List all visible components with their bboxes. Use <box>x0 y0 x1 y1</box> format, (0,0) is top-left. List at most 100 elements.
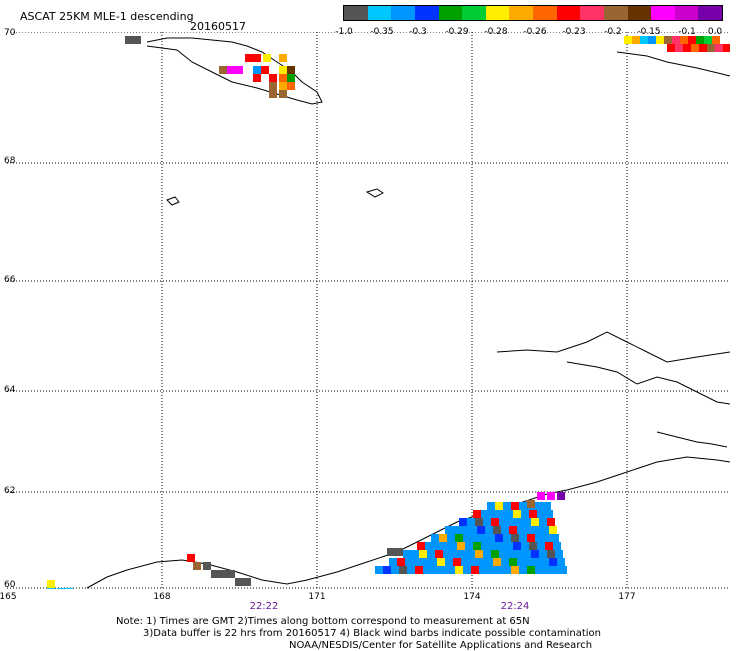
lat-label-68: 68 <box>4 156 16 166</box>
data-cell <box>557 558 565 566</box>
data-cell <box>519 566 527 574</box>
data-cell <box>539 550 547 558</box>
coastline-island-small-2 <box>365 188 384 198</box>
data-cell <box>419 550 427 558</box>
data-cell <box>397 558 405 566</box>
data-cell <box>537 492 545 500</box>
data-cell <box>269 74 277 82</box>
data-cell <box>683 44 691 52</box>
data-cell <box>503 566 511 574</box>
data-cell <box>529 542 537 550</box>
data-cell <box>219 66 227 74</box>
data-cell <box>279 74 287 82</box>
data-cell <box>445 558 453 566</box>
map-date: 20160517 <box>190 20 246 33</box>
legend-swatch-13 <box>651 6 675 20</box>
lat-label-66: 66 <box>4 275 16 285</box>
coastline-yukon-delta <box>546 456 730 495</box>
data-cell <box>667 44 675 52</box>
data-cell <box>553 542 561 550</box>
note-line-1: Note: 1) Times are GMT 2)Times along bot… <box>116 616 530 627</box>
data-cell <box>551 534 559 542</box>
data-cell <box>375 566 383 574</box>
data-cell <box>549 526 557 534</box>
data-cell <box>521 510 529 518</box>
data-cell <box>475 518 483 526</box>
data-cell <box>481 510 489 518</box>
data-cell <box>279 66 287 74</box>
data-cell <box>507 550 515 558</box>
data-cell <box>261 66 269 74</box>
data-cell <box>47 588 55 589</box>
data-cell <box>455 534 463 542</box>
data-cell <box>723 44 730 52</box>
data-cell <box>447 566 455 574</box>
data-cell <box>269 82 277 90</box>
data-cell <box>515 518 523 526</box>
data-cell <box>473 542 481 550</box>
data-cell <box>193 562 201 570</box>
legend-swatch-2 <box>391 6 415 20</box>
data-cell <box>545 510 553 518</box>
data-cell <box>425 542 433 550</box>
data-cell <box>537 510 545 518</box>
data-cell <box>483 518 491 526</box>
data-cell <box>439 534 447 542</box>
data-cell <box>533 558 541 566</box>
data-cell <box>672 36 680 44</box>
data-cell <box>493 558 501 566</box>
map-title: ASCAT 25KM MLE-1 descending <box>20 10 194 23</box>
data-cell <box>680 36 688 44</box>
wind-data-cells <box>47 36 730 589</box>
data-cell <box>533 526 541 534</box>
data-cell <box>501 558 509 566</box>
legend-swatch-8 <box>533 6 557 20</box>
data-cell <box>481 542 489 550</box>
data-cell <box>431 534 439 542</box>
data-cell <box>485 526 493 534</box>
data-cell <box>467 550 475 558</box>
data-cell <box>467 518 475 526</box>
coastline-seward <box>496 331 730 363</box>
data-cell <box>531 518 539 526</box>
data-cell <box>279 90 287 98</box>
data-cell <box>495 502 503 510</box>
data-cell <box>429 558 437 566</box>
data-cell <box>227 66 235 74</box>
data-cell <box>465 542 473 550</box>
data-cell <box>485 558 493 566</box>
color-legend-bar <box>343 5 723 21</box>
data-cell <box>403 550 411 558</box>
data-cell <box>287 66 295 74</box>
coastline-island-small-1 <box>166 196 180 206</box>
data-cell <box>519 534 527 542</box>
data-cell <box>495 534 503 542</box>
data-cell <box>457 542 465 550</box>
legend-swatch-4 <box>438 6 463 20</box>
data-cell <box>535 566 543 574</box>
note-line-3: NOAA/NESDIS/Center for Satellite Applica… <box>289 640 593 651</box>
data-cell <box>279 54 287 62</box>
data-cell <box>699 44 707 52</box>
data-cell <box>511 502 519 510</box>
data-cell <box>389 558 397 566</box>
data-cell <box>483 550 491 558</box>
data-cell <box>447 534 455 542</box>
data-cell <box>527 566 535 574</box>
data-cell <box>245 54 253 62</box>
data-cell <box>211 570 219 578</box>
data-cell <box>656 36 664 44</box>
data-cell <box>399 566 407 574</box>
data-cell <box>501 526 509 534</box>
coastline-norton <box>656 431 728 448</box>
data-cell <box>489 510 497 518</box>
time-label-2: 22:24 <box>500 601 530 612</box>
data-cell <box>559 566 567 574</box>
data-cell <box>475 550 483 558</box>
data-cell <box>503 502 511 510</box>
data-cell <box>547 550 555 558</box>
data-cell <box>527 534 535 542</box>
data-cell <box>691 44 699 52</box>
data-cell <box>515 550 523 558</box>
legend-swatch-5 <box>462 6 486 20</box>
